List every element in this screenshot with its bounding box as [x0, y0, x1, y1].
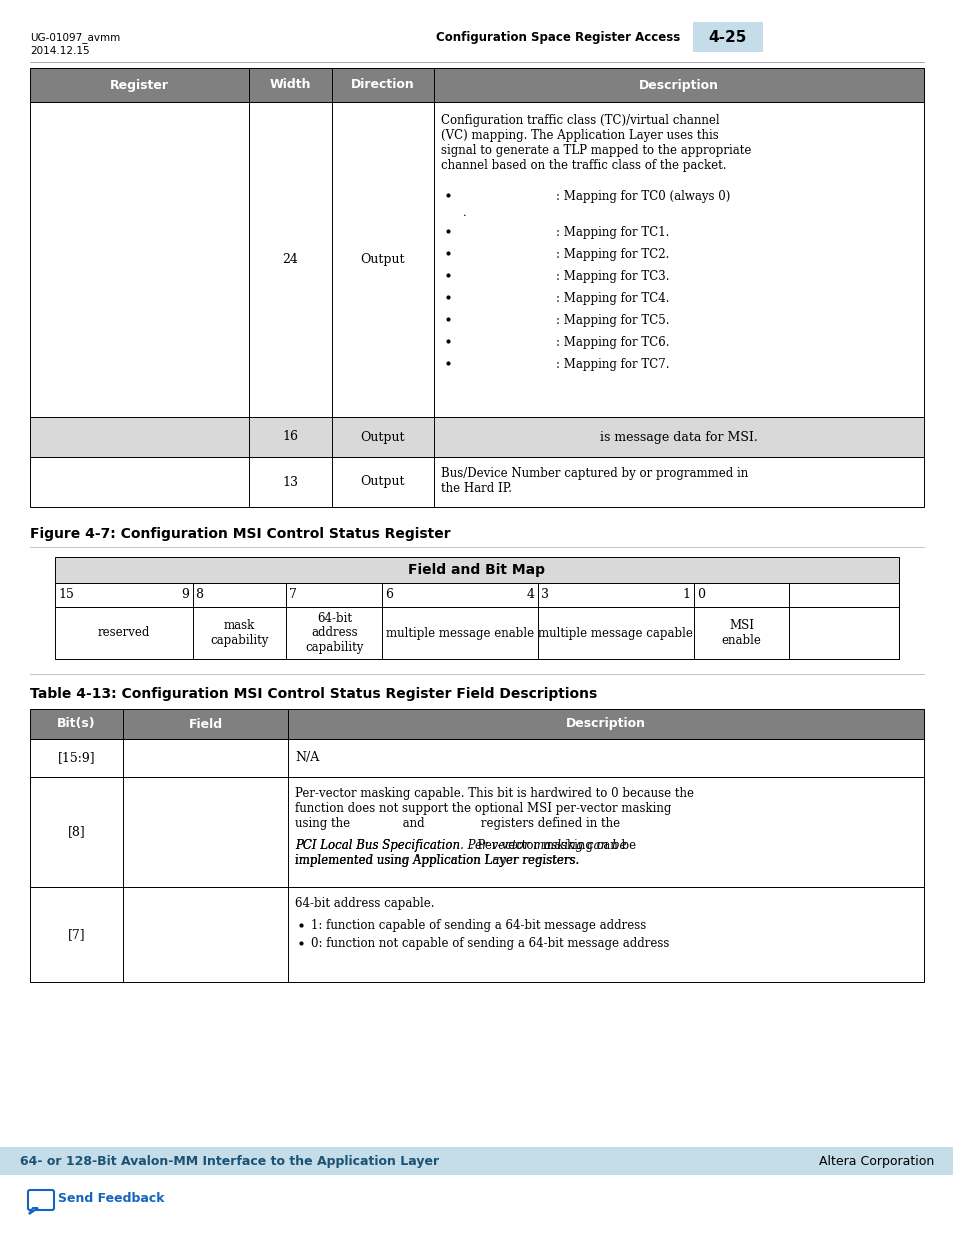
Text: 15: 15	[58, 589, 73, 601]
Text: : Mapping for TC3.: : Mapping for TC3.	[556, 270, 669, 283]
Text: Direction: Direction	[351, 79, 415, 91]
Text: Configuration Space Register Access: Configuration Space Register Access	[436, 32, 679, 44]
Text: 0: 0	[697, 589, 704, 601]
Text: 64-bit address capable.: 64-bit address capable.	[294, 897, 434, 910]
Text: Field and Bit Map: Field and Bit Map	[408, 563, 545, 577]
Text: MSI
enable: MSI enable	[720, 619, 760, 647]
Text: : Mapping for TC0 (always 0): : Mapping for TC0 (always 0)	[556, 190, 730, 203]
Text: reserved: reserved	[97, 626, 150, 640]
Text: 8: 8	[195, 589, 203, 601]
Text: Figure 4-7: Configuration MSI Control Status Register: Figure 4-7: Configuration MSI Control St…	[30, 527, 450, 541]
Text: Register: Register	[110, 79, 169, 91]
Text: Altera Corporation: Altera Corporation	[818, 1155, 933, 1167]
Text: Width: Width	[270, 79, 311, 91]
Text: Bit(s): Bit(s)	[57, 718, 95, 730]
Bar	[55, 606, 898, 659]
Text: 4: 4	[526, 589, 535, 601]
Bar	[30, 103, 923, 417]
Bar	[55, 557, 898, 583]
Text: 0: function not capable of sending a 64-bit message address: 0: function not capable of sending a 64-…	[311, 937, 669, 950]
Bar	[30, 777, 923, 887]
Text: Configuration traffic class (TC)/virtual channel
(VC) mapping. The Application L: Configuration traffic class (TC)/virtual…	[440, 114, 751, 172]
Text: Output: Output	[360, 253, 405, 266]
Bar	[30, 709, 923, 739]
Text: 64-bit
address
capability: 64-bit address capability	[305, 611, 363, 655]
Text: .: .	[462, 207, 466, 219]
Bar	[692, 22, 762, 52]
Text: : Mapping for TC2.: : Mapping for TC2.	[556, 248, 669, 261]
Text: : Mapping for TC7.: : Mapping for TC7.	[556, 358, 669, 370]
Text: Field: Field	[189, 718, 222, 730]
Text: : Mapping for TC4.: : Mapping for TC4.	[556, 291, 669, 305]
Text: [8]: [8]	[68, 825, 85, 839]
Text: 13: 13	[282, 475, 298, 489]
Text: [15:9]: [15:9]	[57, 752, 95, 764]
Bar	[30, 887, 923, 982]
Text: : Mapping for TC5.: : Mapping for TC5.	[556, 314, 669, 327]
Text: 7: 7	[289, 589, 296, 601]
Text: PCI Local Bus Specification. Per-vector masking can be
implemented using Applica: PCI Local Bus Specification. Per-vector …	[294, 839, 626, 867]
Text: PCI Local Bus Specification: PCI Local Bus Specification	[294, 839, 459, 852]
Text: implemented using Application Layer registers.: implemented using Application Layer regi…	[294, 853, 578, 867]
Text: is message data for MSI.: is message data for MSI.	[599, 431, 757, 443]
Text: Send Feedback: Send Feedback	[58, 1192, 164, 1204]
Text: 2014.12.15: 2014.12.15	[30, 46, 90, 56]
Text: Per-vector masking capable. This bit is hardwired to 0 because the
function does: Per-vector masking capable. This bit is …	[294, 787, 693, 830]
Bar	[30, 68, 923, 103]
Text: 1: function capable of sending a 64-bit message address: 1: function capable of sending a 64-bit …	[311, 919, 645, 932]
FancyBboxPatch shape	[28, 1191, 54, 1210]
Text: 9: 9	[181, 589, 190, 601]
Text: multiple message enable: multiple message enable	[386, 626, 534, 640]
Polygon shape	[29, 1208, 38, 1214]
Text: 6: 6	[385, 589, 393, 601]
Text: Description: Description	[639, 79, 719, 91]
Text: Bus/Device Number captured by or programmed in
the Hard IP.: Bus/Device Number captured by or program…	[440, 467, 747, 495]
Text: 3: 3	[540, 589, 548, 601]
Text: UG-01097_avmm: UG-01097_avmm	[30, 32, 120, 43]
Text: 1: 1	[682, 589, 690, 601]
Bar	[55, 583, 898, 606]
Text: 64- or 128-Bit Avalon-MM Interface to the Application Layer: 64- or 128-Bit Avalon-MM Interface to th…	[20, 1155, 438, 1167]
Text: multiple message capable: multiple message capable	[537, 626, 693, 640]
Bar	[30, 457, 923, 508]
Text: mask
capability: mask capability	[210, 619, 269, 647]
Text: Output: Output	[360, 431, 405, 443]
Text: Description: Description	[565, 718, 645, 730]
Text: N/A: N/A	[294, 752, 319, 764]
Text: : Mapping for TC1.: : Mapping for TC1.	[556, 226, 669, 240]
Text: Output: Output	[360, 475, 405, 489]
Text: 16: 16	[282, 431, 298, 443]
Text: : Mapping for TC6.: : Mapping for TC6.	[556, 336, 669, 350]
Text: 24: 24	[282, 253, 298, 266]
Bar	[30, 739, 923, 777]
Text: . Per-vector masking can be: . Per-vector masking can be	[470, 839, 636, 852]
Bar	[0, 1147, 953, 1174]
Bar	[30, 417, 923, 457]
Text: Table 4-13: Configuration MSI Control Status Register Field Descriptions: Table 4-13: Configuration MSI Control St…	[30, 687, 597, 701]
Text: 4-25: 4-25	[708, 30, 746, 44]
Text: [7]: [7]	[68, 927, 85, 941]
